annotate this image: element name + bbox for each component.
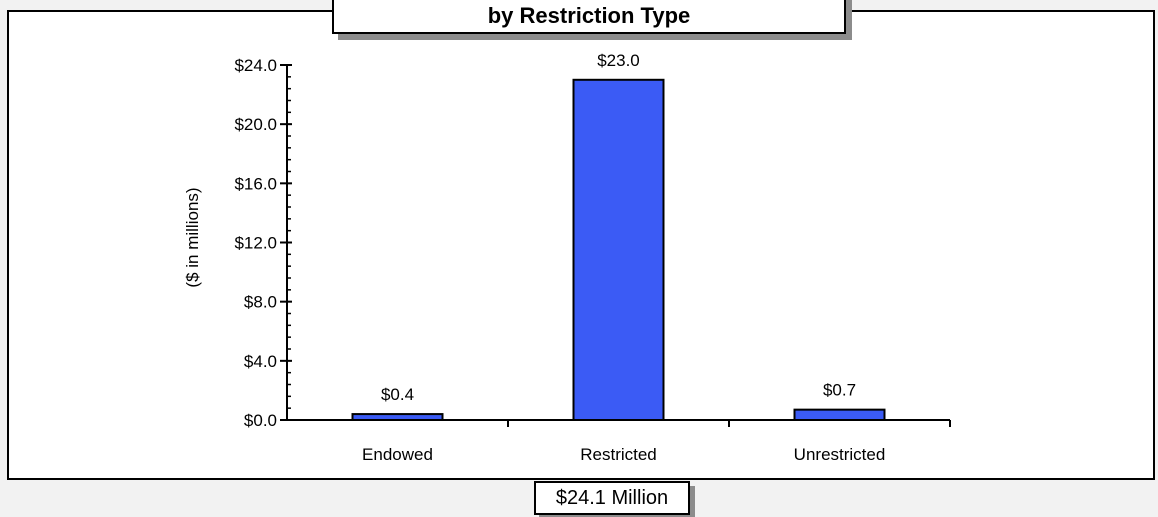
bar-value-label: $0.4 [381, 385, 414, 404]
y-tick-label: $0.0 [244, 411, 277, 430]
bar-value-label: $23.0 [597, 51, 640, 70]
bar-unrestricted [793, 408, 886, 422]
y-tick-label: $8.0 [244, 293, 277, 312]
y-tick-label: $24.0 [234, 56, 277, 75]
x-ticks [507, 420, 951, 427]
y-tick-label: $12.0 [234, 234, 277, 253]
y-tick-label: $4.0 [244, 352, 277, 371]
x-category-label: Restricted [580, 445, 657, 464]
bar-restricted [572, 78, 665, 422]
x-category-label: Endowed [362, 445, 433, 464]
bar-value-label: $0.7 [823, 381, 856, 400]
y-tick-labels: $0.0 $4.0 $8.0 $12.0 $16.0 $20.0 $24.0 [234, 56, 277, 430]
bar-value-labels: $0.4 $23.0 $0.7 [381, 51, 856, 404]
x-category-label: Unrestricted [794, 445, 886, 464]
y-tick-label: $16.0 [234, 174, 277, 193]
chart-title: by Restriction Type [487, 3, 691, 28]
total-label: $24.1 Million [555, 486, 669, 509]
y-axis-label: ($ in millions) [183, 187, 202, 287]
x-category-labels: Endowed Restricted Unrestricted [362, 445, 885, 464]
bars [351, 78, 886, 422]
y-tick-label: $20.0 [234, 115, 277, 134]
chart-title-box: by Restriction Type [332, 0, 846, 34]
total-box: $24.1 Million [534, 481, 690, 515]
